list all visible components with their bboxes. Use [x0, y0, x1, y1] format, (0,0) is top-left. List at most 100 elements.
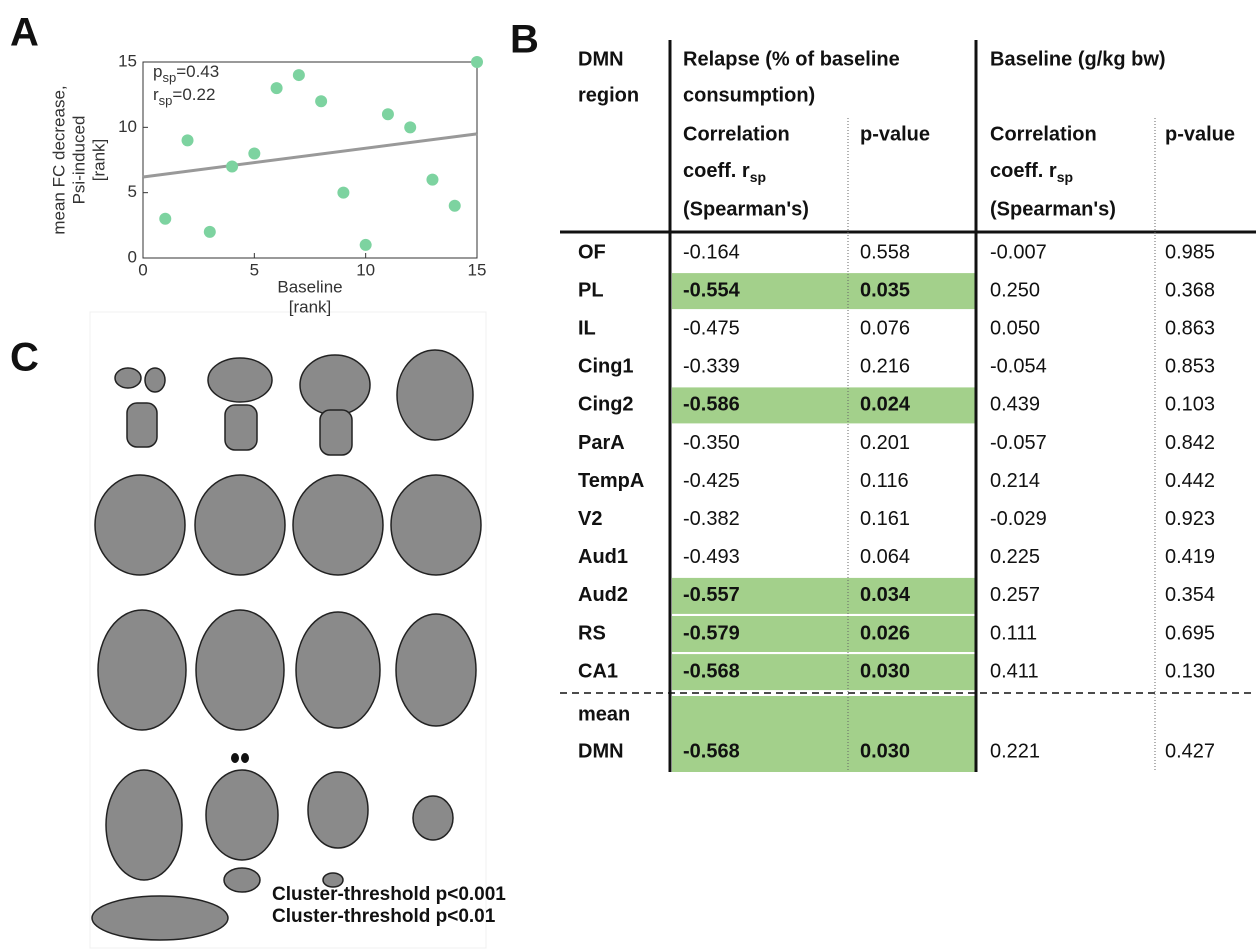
- point: [359, 238, 372, 251]
- cell: 0.221: [990, 740, 1040, 762]
- cell: 0.216: [860, 356, 910, 378]
- point: [181, 134, 194, 147]
- cell: 0.161: [860, 508, 910, 530]
- cell: -0.339: [683, 356, 740, 378]
- cell: -0.568: [683, 660, 740, 682]
- row-label: ParA: [578, 432, 625, 454]
- cell: 0.250: [990, 279, 1040, 301]
- point: [337, 186, 350, 199]
- column-header: Correlation: [990, 123, 1097, 145]
- cell: 0.201: [860, 432, 910, 454]
- column-header-sub: sp: [750, 169, 766, 185]
- cell: -0.557: [683, 584, 740, 606]
- cell: 0.130: [1165, 660, 1215, 682]
- cell: 0.064: [860, 546, 910, 568]
- y-tick-label: 10: [118, 117, 137, 136]
- cell: 0.030: [860, 740, 910, 762]
- cell: 0.842: [1165, 432, 1215, 454]
- cell: 0.442: [1165, 470, 1215, 492]
- cell: 0.695: [1165, 622, 1215, 644]
- y-tick-label: 0: [128, 247, 137, 266]
- panel-label: B: [510, 18, 539, 62]
- point: [248, 147, 261, 160]
- row-label: Aud1: [578, 546, 628, 568]
- cell: 0.923: [1165, 508, 1215, 530]
- annotation: psp=0.43: [153, 62, 219, 85]
- cell: -0.568: [683, 740, 740, 762]
- point: [159, 212, 172, 225]
- row-label: mean: [578, 703, 630, 725]
- point: [270, 82, 283, 95]
- y-tick-label: 15: [118, 51, 137, 70]
- cell: 0.103: [1165, 394, 1215, 416]
- x-tick-label: 15: [468, 260, 487, 279]
- row-label: DMN: [578, 740, 624, 762]
- cell: 0.368: [1165, 279, 1215, 301]
- cell: 0.427: [1165, 740, 1215, 762]
- point: [448, 199, 461, 212]
- annotation-text: =0.43: [176, 62, 219, 81]
- cell: -0.029: [990, 508, 1047, 530]
- annotation: rsp=0.22: [153, 85, 215, 108]
- panel-label: C: [10, 336, 39, 380]
- legend-entry: Cluster-threshold p<0.001: [272, 884, 506, 905]
- cell: -0.475: [683, 317, 740, 339]
- fit-line: [142, 132, 478, 179]
- cell: -0.164: [683, 241, 740, 263]
- cell: -0.493: [683, 546, 740, 568]
- region-header: region: [578, 84, 639, 106]
- annotation-sub: sp: [159, 93, 173, 108]
- panel-label: A: [10, 11, 39, 55]
- annotation-sub: sp: [162, 70, 176, 85]
- y-axis-label: Psi-induced: [69, 116, 88, 205]
- cell: -0.579: [683, 622, 740, 644]
- x-tick-label: 10: [356, 260, 375, 279]
- cell: -0.586: [683, 394, 740, 416]
- annotation-text: =0.22: [172, 85, 215, 104]
- cell: 0.985: [1165, 241, 1215, 263]
- column-header: coeff. rsp: [990, 160, 1073, 184]
- column-header: p-value: [1165, 123, 1235, 145]
- cell: -0.350: [683, 432, 740, 454]
- cell: 0.225: [990, 546, 1040, 568]
- column-header: p-value: [860, 123, 930, 145]
- cell: 0.024: [860, 394, 911, 416]
- plot-frame: [142, 61, 478, 259]
- cell: 0.026: [860, 622, 910, 644]
- point: [292, 69, 305, 82]
- highlight: [672, 273, 975, 310]
- cell: 0.853: [1165, 356, 1215, 378]
- group-title: consumption): [683, 84, 815, 106]
- group-title: Baseline (g/kg bw): [990, 48, 1166, 70]
- cell: -0.057: [990, 432, 1047, 454]
- cell: 0.558: [860, 241, 910, 263]
- cell: 0.116: [860, 470, 909, 492]
- row-label: Aud2: [578, 584, 628, 606]
- row-label: CA1: [578, 660, 618, 682]
- cell: -0.054: [990, 356, 1047, 378]
- brain-slices: [91, 349, 482, 941]
- highlight: [672, 577, 975, 614]
- column-header: (Spearman's): [990, 198, 1116, 220]
- point: [471, 56, 483, 68]
- point: [381, 108, 394, 121]
- column-header: Correlation: [683, 123, 790, 145]
- group-title: Relapse (% of baseline: [683, 48, 900, 70]
- row-label: Cing1: [578, 356, 634, 378]
- cell: 0.354: [1165, 584, 1215, 606]
- cell: 0.030: [860, 660, 910, 682]
- highlight: [672, 616, 975, 652]
- x-axis-label: Baseline: [277, 277, 342, 296]
- column-header-text: coeff. r: [683, 160, 750, 182]
- cell: 0.439: [990, 394, 1040, 416]
- cell: 0.411: [990, 660, 1039, 682]
- legend-entry: Cluster-threshold p<0.01: [272, 906, 496, 927]
- y-axis-label: mean FC decrease,: [49, 85, 68, 234]
- cell: -0.425: [683, 470, 740, 492]
- cell: -0.382: [683, 508, 740, 530]
- cell: 0.214: [990, 470, 1040, 492]
- column-header-text: coeff. r: [990, 160, 1057, 182]
- highlight: [672, 654, 975, 691]
- y-tick-label: 5: [128, 182, 137, 201]
- point: [315, 95, 328, 108]
